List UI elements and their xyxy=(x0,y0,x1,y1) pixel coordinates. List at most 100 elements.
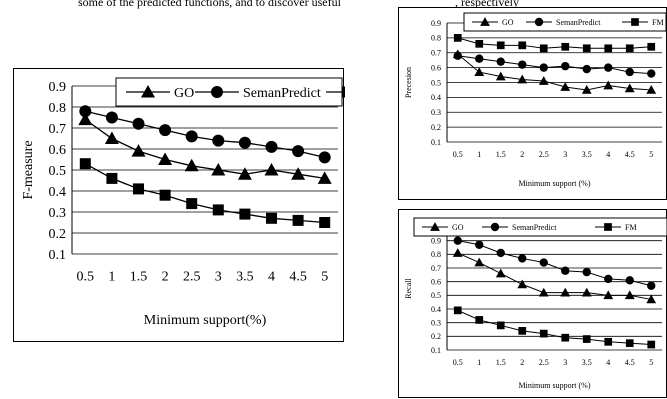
triangle-marker xyxy=(291,167,306,180)
series-go xyxy=(452,248,657,304)
legend-label: SemanPredict xyxy=(556,18,601,27)
triangle-marker xyxy=(560,82,571,91)
square-marker xyxy=(475,316,484,324)
triangle-marker xyxy=(264,163,279,176)
circle-marker xyxy=(159,124,172,137)
triangle-marker xyxy=(646,294,657,304)
circle-marker xyxy=(539,258,548,267)
circle-marker xyxy=(604,274,613,284)
series-fm xyxy=(453,306,656,349)
triangle-marker xyxy=(538,287,549,297)
square-marker xyxy=(453,34,462,42)
x-tick-label: 3 xyxy=(215,270,222,285)
y-tick-label: 0.6 xyxy=(431,277,441,286)
x-tick-label: 3.5 xyxy=(582,358,592,367)
y-tick-label: 0.2 xyxy=(49,227,67,242)
square-marker xyxy=(539,44,548,53)
square-marker xyxy=(539,329,548,338)
series-line xyxy=(457,53,652,91)
circle-marker xyxy=(561,61,570,71)
x-tick-label: 1 xyxy=(108,270,115,285)
series-semanpredict xyxy=(453,51,656,78)
legend-triangle-marker xyxy=(141,85,155,98)
legend-label: FM xyxy=(652,18,664,27)
y-tick-label: 0.1 xyxy=(431,346,441,355)
x-tick-label: 2 xyxy=(162,270,169,285)
header-fragment-left: some of the predicted functions, and to … xyxy=(78,0,341,9)
circle-marker xyxy=(453,51,462,60)
square-marker xyxy=(453,306,462,315)
x-tick-label: 1 xyxy=(477,150,481,159)
recall-chart: 0.10.20.30.40.50.60.70.80.910.511.522.53… xyxy=(404,217,667,390)
x-tick-label: 4.5 xyxy=(289,270,307,285)
x-tick-label: 2 xyxy=(520,358,524,367)
y-axis-label: Recall xyxy=(404,278,413,299)
y-tick-label: 0.1 xyxy=(49,248,67,263)
x-tick-label: 1.5 xyxy=(130,270,148,285)
circle-marker xyxy=(518,60,527,69)
triangle-marker xyxy=(538,76,549,85)
square-marker xyxy=(625,339,634,348)
circle-marker xyxy=(212,134,225,147)
circle-marker xyxy=(561,266,570,275)
x-tick-label: 5 xyxy=(649,150,653,159)
triangle-marker xyxy=(646,85,657,94)
legend-triangle-marker xyxy=(430,222,440,231)
square-marker xyxy=(186,198,198,210)
y-tick-label: 0.9 xyxy=(431,19,441,28)
triangle-marker xyxy=(474,257,485,267)
x-tick-label: 3.5 xyxy=(236,270,254,285)
square-marker xyxy=(518,41,527,50)
y-tick-label: 0.9 xyxy=(431,236,441,245)
circle-marker xyxy=(105,111,118,124)
circle-marker xyxy=(292,145,305,158)
x-tick-label: 4.5 xyxy=(625,150,635,159)
circle-marker xyxy=(539,63,548,72)
legend-circle-marker xyxy=(211,86,223,98)
x-tick-label: 0.5 xyxy=(453,358,463,367)
circle-marker xyxy=(185,130,198,143)
recall-chart-panel: 0.10.20.30.40.50.60.70.80.910.511.522.53… xyxy=(398,209,667,398)
series-line xyxy=(457,55,652,75)
square-marker xyxy=(496,321,505,330)
y-tick-label: 0.4 xyxy=(431,93,441,102)
x-tick-label: 2.5 xyxy=(539,150,549,159)
legend-circle-marker xyxy=(490,222,500,232)
circle-marker xyxy=(647,69,656,78)
series-fm xyxy=(453,34,656,53)
x-tick-label: 1 xyxy=(477,358,481,367)
legend-label: FM xyxy=(625,223,637,232)
x-tick-label: 0.5 xyxy=(453,150,463,159)
triangle-marker xyxy=(495,71,506,81)
legend-label: SemanPredict xyxy=(512,223,557,232)
triangle-marker xyxy=(211,163,226,176)
legend: GO SemanPredict FM xyxy=(413,217,667,237)
x-tick-label: 2 xyxy=(520,150,524,159)
circle-marker xyxy=(265,140,278,153)
circle-marker xyxy=(582,64,591,74)
fmeasure-chart-panel: 0.1 0.2 0.3 0.4 0.5 0.6 0.7 0.8 0.9 0.5 1 1.5 2 2.5 3 3… xyxy=(13,68,345,342)
x-tick-label: 3 xyxy=(563,358,567,367)
square-marker xyxy=(582,44,591,53)
square-marker xyxy=(475,39,484,48)
square-marker xyxy=(647,340,656,349)
x-tick-label: 2.5 xyxy=(183,270,201,285)
series-line xyxy=(457,37,652,49)
circle-marker xyxy=(496,248,505,258)
x-tick-label: 5 xyxy=(321,270,328,285)
square-marker xyxy=(625,44,634,53)
square-marker xyxy=(266,212,277,224)
y-tick-label: 0.8 xyxy=(431,250,441,259)
square-marker xyxy=(106,172,118,184)
legend-square-marker xyxy=(342,86,345,98)
cropped-header-text: some of the predicted functions, and to … xyxy=(0,0,667,9)
square-marker xyxy=(518,327,527,335)
circle-marker xyxy=(518,254,527,263)
legend-label: GO xyxy=(452,223,464,232)
triangle-marker xyxy=(581,85,592,94)
x-tick-label: 2.5 xyxy=(539,358,549,367)
triangle-marker xyxy=(317,171,332,184)
triangle-marker xyxy=(474,67,485,76)
y-tick-label: 0.5 xyxy=(431,291,441,300)
circle-marker xyxy=(79,105,92,118)
